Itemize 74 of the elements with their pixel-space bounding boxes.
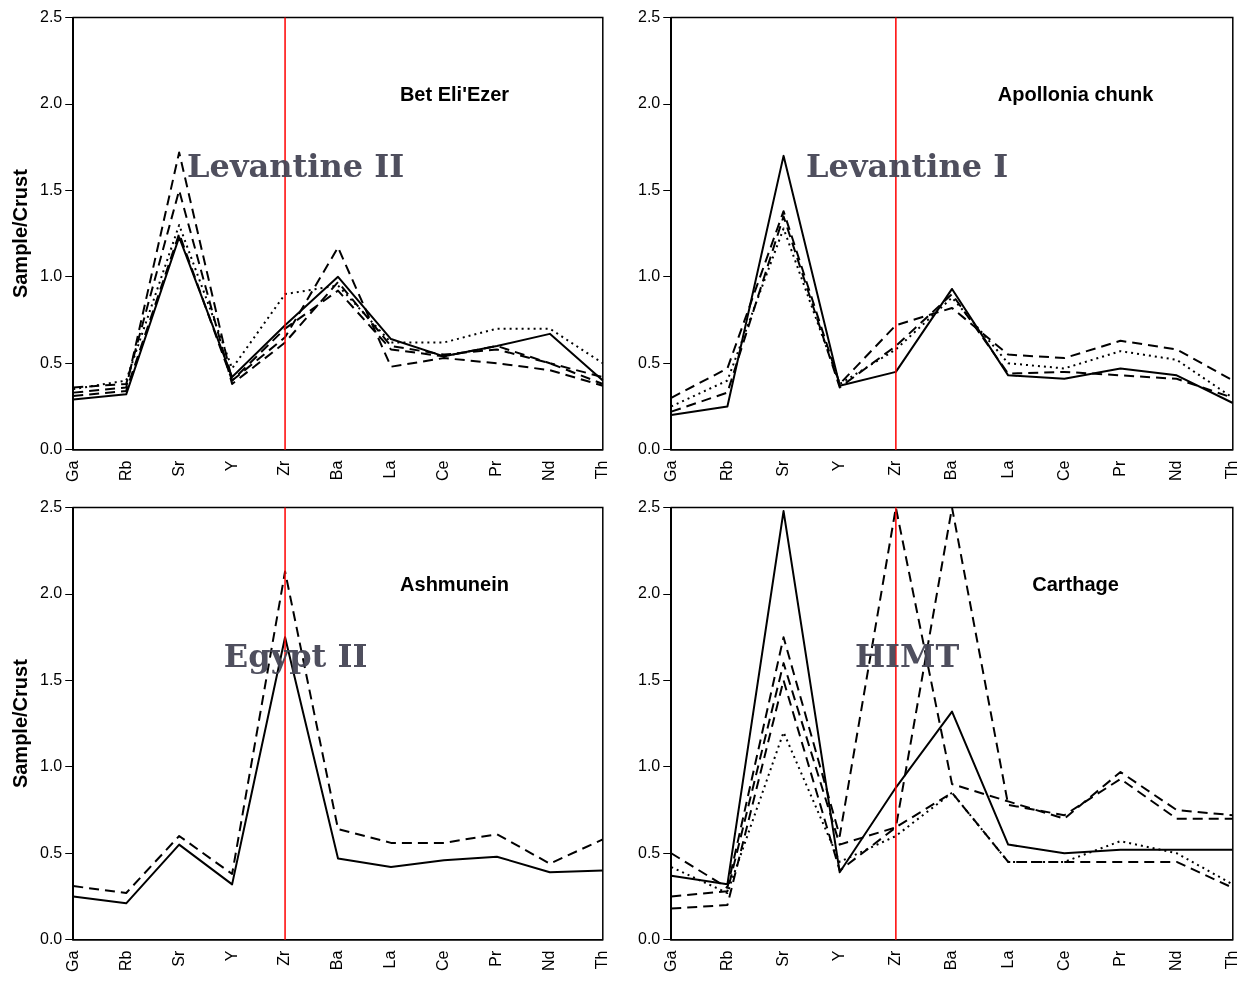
y-tick-label: 0.0 (39, 440, 63, 458)
y-tick-label: 1.5 (39, 670, 63, 688)
x-tick-label: Pr (487, 459, 505, 477)
x-tick-label: La (381, 950, 399, 969)
text: Ashmunein (400, 572, 509, 595)
x-tick-label: Nd (1167, 460, 1185, 482)
x-tick-label: Nd (540, 950, 558, 972)
x-tick-label: Rb (717, 950, 735, 972)
y-tick-label: 1.0 (39, 267, 63, 285)
y-tick-label: 2.5 (637, 498, 661, 516)
x-tick-label: Pr (487, 949, 505, 967)
y-tick-label: 1.0 (39, 757, 63, 775)
x-tick-label: Pr (1110, 459, 1128, 477)
y-tick-label: 2.5 (39, 8, 63, 26)
x-tick-label: Ga (661, 460, 679, 482)
y-tick-label: 0.5 (637, 353, 661, 371)
x-tick-label: Ce (434, 460, 452, 482)
y-axis-title: Sample/Crust (8, 658, 31, 789)
x-tick-label: Y (830, 460, 848, 472)
x-tick-label: Ce (1054, 950, 1072, 972)
x-tick-label: Ba (328, 460, 346, 481)
y-tick-label: 2.0 (637, 584, 661, 602)
y-axis-title: Sample/Crust (8, 168, 31, 299)
y-tick-label: 0.5 (39, 843, 63, 861)
x-tick-label: Ce (1054, 460, 1072, 482)
y-tick-label: 2.5 (39, 498, 63, 516)
x-tick-label: Nd (1167, 950, 1185, 972)
y-tick-label: 0.0 (39, 930, 63, 948)
x-tick-label: Sr (169, 459, 187, 477)
x-tick-label: Ba (328, 950, 346, 971)
x-tick-label: Th (1223, 460, 1241, 480)
text: Apollonia chunk (997, 82, 1155, 105)
y-tick-label: 0.0 (637, 930, 661, 948)
y-tick-label: 0.5 (637, 843, 661, 861)
x-tick-label: Th (1223, 950, 1241, 970)
y-tick-label: 1.5 (39, 180, 63, 198)
x-tick-label: La (381, 460, 399, 479)
x-tick-label: Rb (116, 460, 134, 482)
y-tick-label: 2.0 (637, 94, 661, 112)
x-tick-label: Rb (717, 460, 735, 482)
x-tick-label: Zr (275, 949, 293, 966)
x-tick-label: Ba (942, 460, 960, 481)
y-tick-label: 0.5 (39, 353, 63, 371)
y-tick-label: 2.5 (637, 8, 661, 26)
x-tick-label: Zr (886, 459, 904, 476)
x-tick-label: Sr (773, 949, 791, 967)
x-tick-label: Sr (773, 459, 791, 477)
x-tick-label: Y (222, 460, 240, 472)
x-tick-label: Sr (169, 949, 187, 967)
x-tick-label: Y (830, 950, 848, 962)
y-tick-label: 1.5 (637, 670, 661, 688)
y-tick-label: 1.0 (637, 757, 661, 775)
x-tick-label: La (998, 460, 1016, 479)
y-tick-label: 1.0 (637, 267, 661, 285)
x-tick-label: Ga (661, 950, 679, 972)
x-tick-label: Th (593, 460, 611, 480)
x-tick-label: Y (222, 950, 240, 962)
x-tick-label: Ba (942, 950, 960, 971)
text: Carthage (1032, 572, 1119, 595)
x-tick-label: Zr (886, 949, 904, 966)
x-tick-label: La (998, 950, 1016, 969)
x-tick-label: Nd (540, 460, 558, 482)
y-tick-label: 2.0 (39, 584, 63, 602)
y-tick-label: 0.0 (637, 440, 661, 458)
x-tick-label: Zr (275, 459, 293, 476)
x-tick-label: Th (593, 950, 611, 970)
x-tick-label: Ga (63, 460, 81, 482)
text: Bet Eli'Ezer (399, 82, 510, 105)
x-tick-label: Ce (434, 950, 452, 972)
y-tick-label: 2.0 (39, 94, 63, 112)
y-tick-label: 1.5 (637, 180, 661, 198)
x-tick-label: Pr (1110, 949, 1128, 967)
x-tick-label: Rb (116, 950, 134, 972)
x-tick-label: Ga (63, 950, 81, 972)
